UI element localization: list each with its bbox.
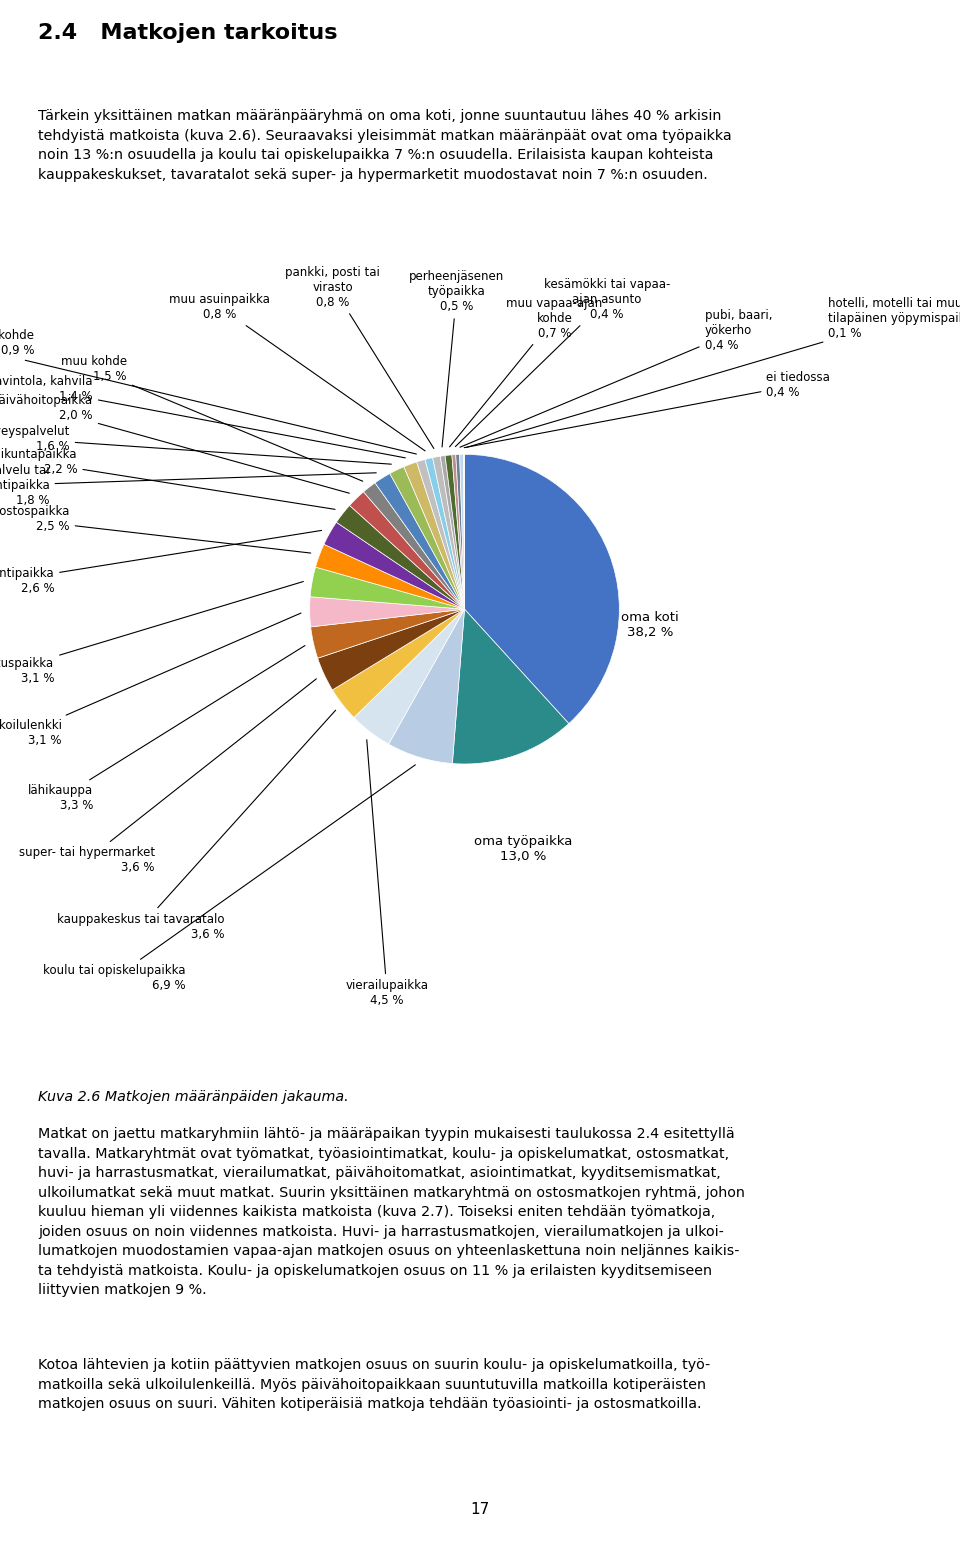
Text: muu ostospaikka
2,5 %: muu ostospaikka 2,5 % xyxy=(0,506,311,553)
Wedge shape xyxy=(390,467,465,609)
Text: muu asuinpaikka
0,8 %: muu asuinpaikka 0,8 % xyxy=(169,293,425,451)
Wedge shape xyxy=(349,492,465,609)
Text: perheenjäsenen
työpaikka
0,5 %: perheenjäsenen työpaikka 0,5 % xyxy=(409,270,504,446)
Text: ei tiedossa
0,4 %: ei tiedossa 0,4 % xyxy=(465,370,830,448)
Wedge shape xyxy=(404,462,465,609)
Text: työasiointipaikka
2,6 %: työasiointipaikka 2,6 % xyxy=(0,531,322,595)
Text: oma työpaikka
13,0 %: oma työpaikka 13,0 % xyxy=(474,835,572,863)
Wedge shape xyxy=(316,545,465,609)
Wedge shape xyxy=(332,609,465,718)
Wedge shape xyxy=(433,456,465,609)
Wedge shape xyxy=(464,454,465,609)
Text: virkistys- tai kulttuurikohde
0,9 %: virkistys- tai kulttuurikohde 0,9 % xyxy=(0,329,417,454)
Text: kesämökki tai vapaa-
ajan asunto
0,4 %: kesämökki tai vapaa- ajan asunto 0,4 % xyxy=(455,278,670,446)
Text: harrastuspaikka
3,1 %: harrastuspaikka 3,1 % xyxy=(0,582,303,685)
Wedge shape xyxy=(452,454,465,609)
Text: 2.4   Matkojen tarkoitus: 2.4 Matkojen tarkoitus xyxy=(38,23,338,44)
Text: koulu tai opiskelupaikka
6,9 %: koulu tai opiskelupaikka 6,9 % xyxy=(43,765,416,991)
Text: kauppakeskus tai tavaratalo
3,6 %: kauppakeskus tai tavaratalo 3,6 % xyxy=(57,710,336,941)
Wedge shape xyxy=(375,473,465,609)
Text: Matkat on jaettu matkaryhmiin lähtö- ja määräpaikan tyypin mukaisesti taulukossa: Matkat on jaettu matkaryhmiin lähtö- ja … xyxy=(38,1127,745,1297)
Text: oma koti
38,2 %: oma koti 38,2 % xyxy=(621,610,679,638)
Wedge shape xyxy=(310,567,465,609)
Wedge shape xyxy=(354,609,465,745)
Wedge shape xyxy=(389,609,465,763)
Text: ravintola, kahvila
1,4 %: ravintola, kahvila 1,4 % xyxy=(0,375,405,457)
Text: pankki, posti tai
virasto
0,8 %: pankki, posti tai virasto 0,8 % xyxy=(285,265,434,448)
Wedge shape xyxy=(318,609,465,690)
Text: Kotoa lähtevien ja kotiin päättyvien matkojen osuus on suurin koulu- ja opiskelu: Kotoa lähtevien ja kotiin päättyvien mat… xyxy=(38,1358,710,1411)
Wedge shape xyxy=(452,609,569,763)
Text: lähikauppa
3,3 %: lähikauppa 3,3 % xyxy=(28,646,305,812)
Wedge shape xyxy=(324,523,465,609)
Wedge shape xyxy=(310,596,465,628)
Text: päivähoitopaikka
2,0 %: päivähoitopaikka 2,0 % xyxy=(0,393,349,493)
Text: liikuntapaikka
2,2 %: liikuntapaikka 2,2 % xyxy=(0,448,335,509)
Wedge shape xyxy=(460,454,465,609)
Text: terveyspalvelut
1,6 %: terveyspalvelut 1,6 % xyxy=(0,425,392,464)
Text: Tärkein yksittäinen matkan määränpääryhmä on oma koti, jonne suuntautuu lähes 40: Tärkein yksittäinen matkan määränpääryhm… xyxy=(38,109,732,181)
Wedge shape xyxy=(336,506,465,609)
Text: muu vapaa-ajan
kohde
0,7 %: muu vapaa-ajan kohde 0,7 % xyxy=(449,297,603,446)
Wedge shape xyxy=(441,456,465,609)
Text: muu kohde
1,5 %: muu kohde 1,5 % xyxy=(60,356,363,481)
Text: pubi, baari,
yökerho
0,4 %: pubi, baari, yökerho 0,4 % xyxy=(460,309,772,446)
Wedge shape xyxy=(425,457,465,609)
Wedge shape xyxy=(445,454,465,609)
Wedge shape xyxy=(417,459,465,609)
Wedge shape xyxy=(456,454,465,609)
Text: vierailupaikka
4,5 %: vierailupaikka 4,5 % xyxy=(346,740,428,1007)
Wedge shape xyxy=(465,454,619,724)
Wedge shape xyxy=(364,482,465,609)
Wedge shape xyxy=(311,609,465,659)
Text: muu palvelu tai
asiointipaikka
1,8 %: muu palvelu tai asiointipaikka 1,8 % xyxy=(0,464,376,507)
Text: 17: 17 xyxy=(470,1502,490,1517)
Text: super- tai hypermarket
3,6 %: super- tai hypermarket 3,6 % xyxy=(18,679,317,874)
Text: hotelli, motelli tai muu
tilapäinen yöpymispaikka
0,1 %: hotelli, motelli tai muu tilapäinen yöpy… xyxy=(467,297,960,448)
Text: Kuva 2.6 Matkojen määränpäiden jakauma.: Kuva 2.6 Matkojen määränpäiden jakauma. xyxy=(38,1090,349,1104)
Text: ulkoilulenkki
3,1 %: ulkoilulenkki 3,1 % xyxy=(0,613,301,748)
